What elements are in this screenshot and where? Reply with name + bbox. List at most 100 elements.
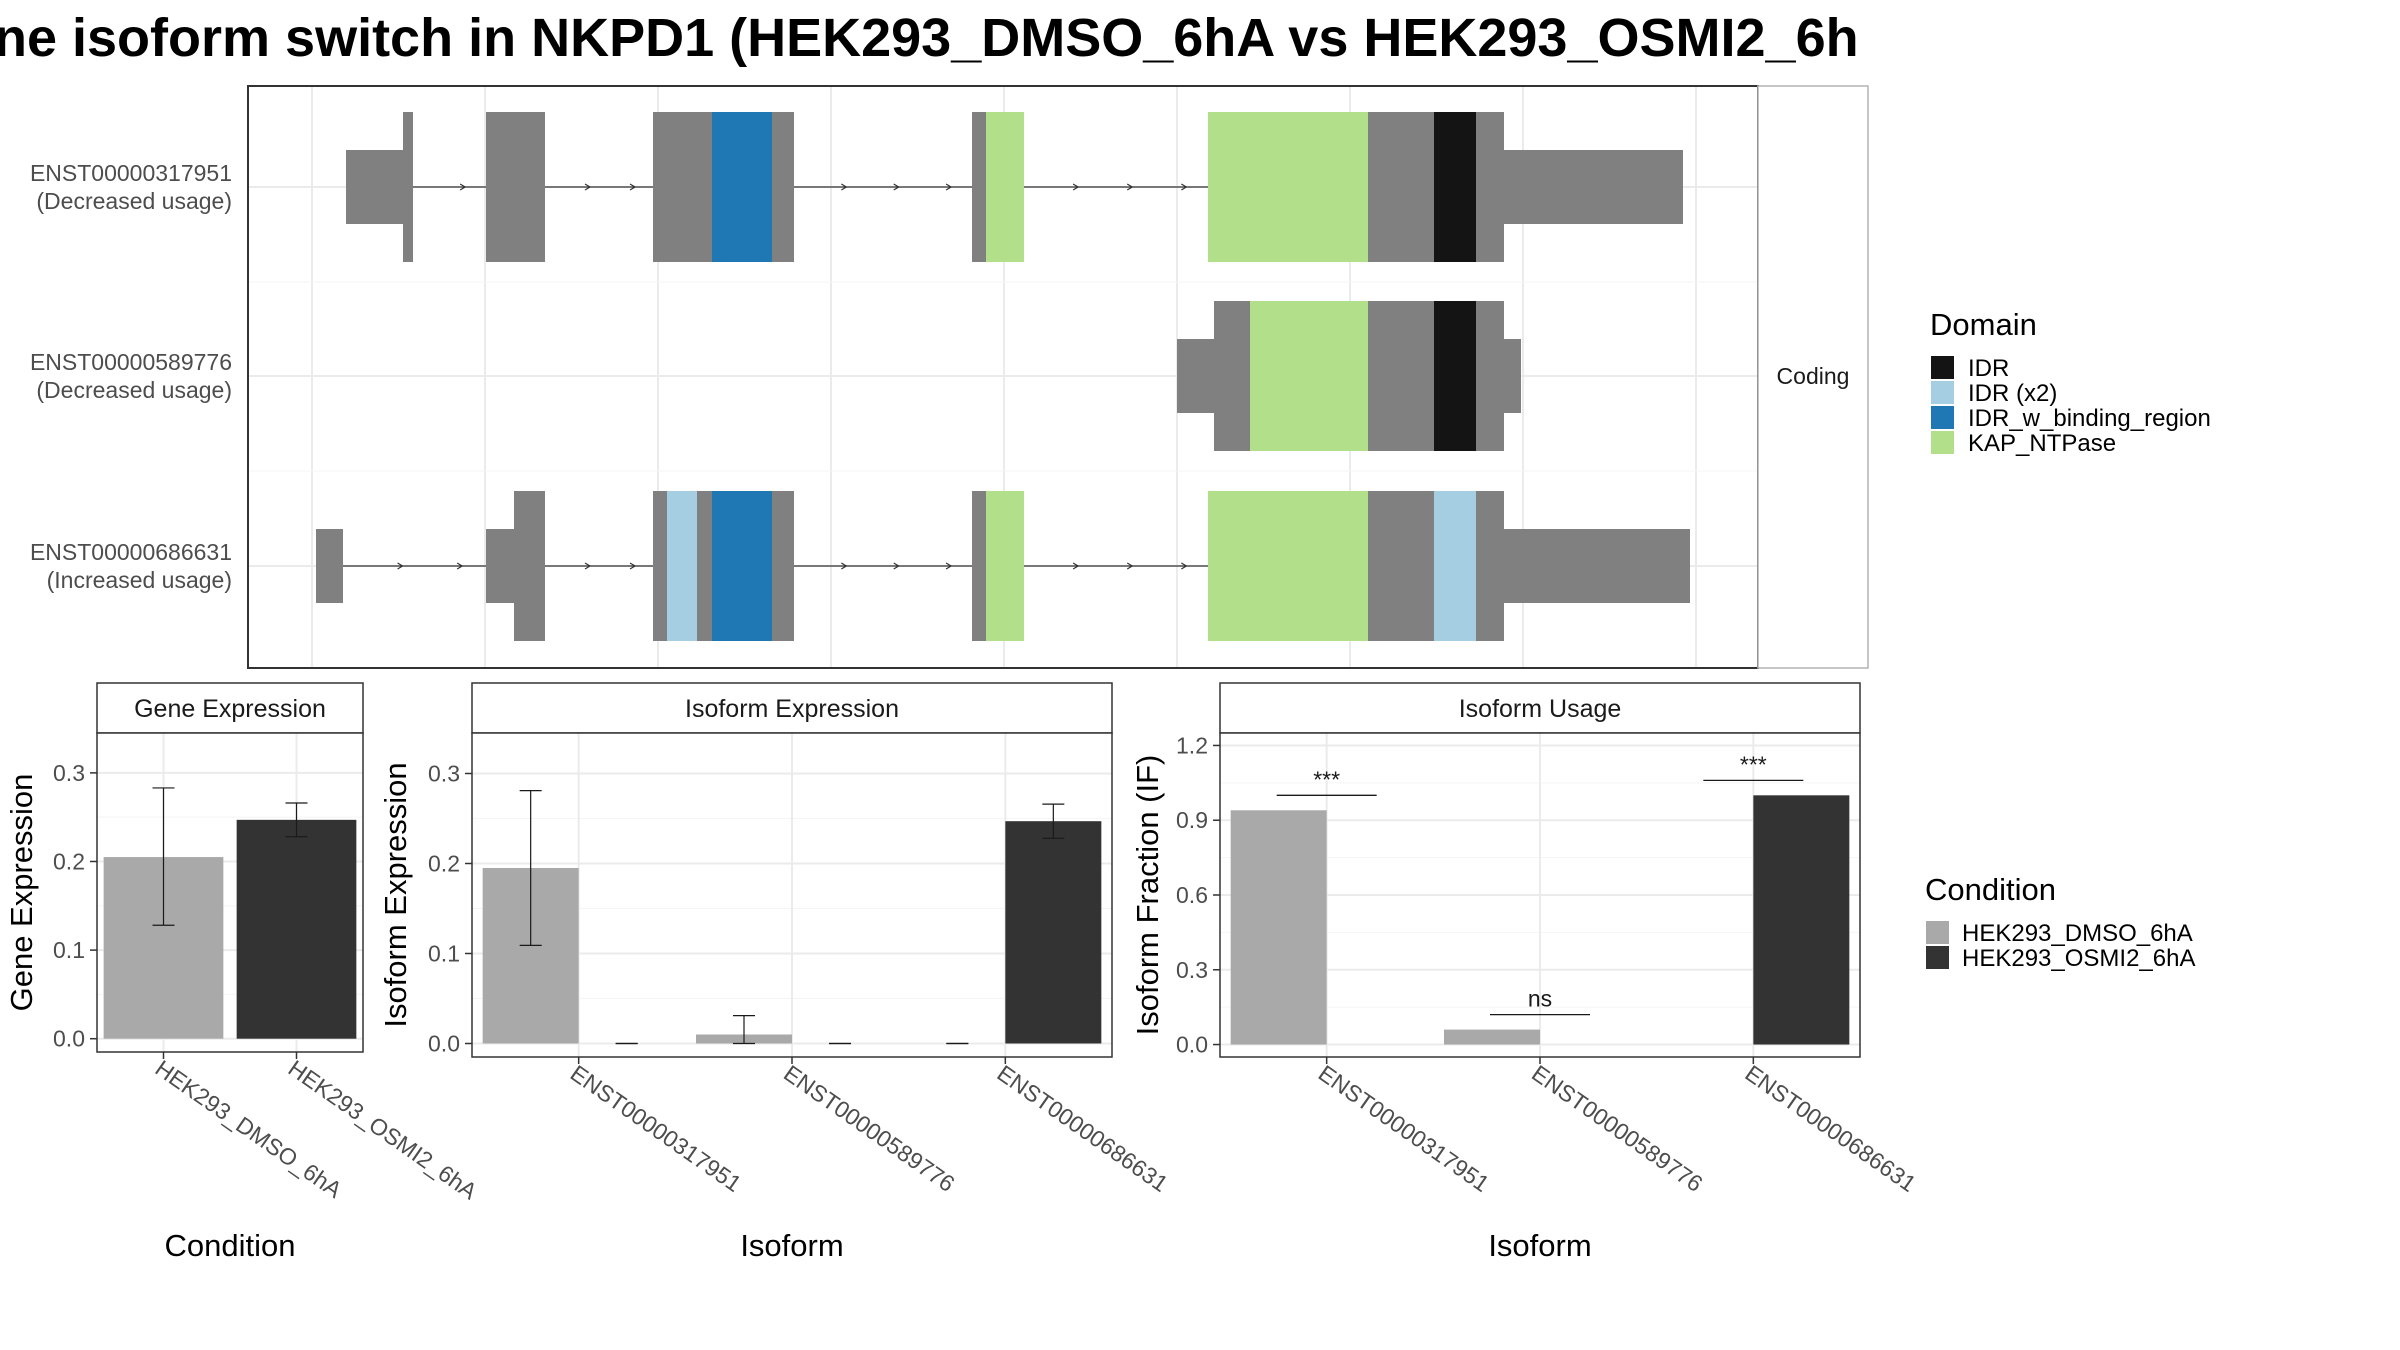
- transcript-status-label: (Decreased usage): [36, 188, 232, 214]
- y-tick-label: 0.2: [53, 848, 85, 874]
- intron-arrow: [1072, 183, 1080, 191]
- intron-arrow: [1072, 562, 1080, 570]
- x-tick-label: ENST00000317951: [1314, 1060, 1494, 1197]
- condition-legend-key: [1926, 946, 1949, 969]
- significance-label: ns: [1528, 986, 1552, 1012]
- exon-segment: [1208, 491, 1368, 641]
- domain-legend-label: IDR (x2): [1968, 380, 2057, 407]
- intron-arrow: [1181, 183, 1188, 191]
- significance-label: ***: [1740, 751, 1767, 777]
- exon-segment: [1434, 112, 1476, 262]
- domain-legend-title: Domain: [1930, 307, 2037, 342]
- structure-strip: [1757, 85, 1869, 669]
- y-tick-label: 0.3: [1176, 957, 1208, 983]
- intron-arrow: [841, 562, 848, 570]
- y-axis-title: Isoform Fraction (IF): [1130, 755, 1165, 1036]
- intron-arrow: [1181, 562, 1188, 570]
- exon-segment: [712, 491, 772, 641]
- data-bar: [1230, 810, 1327, 1045]
- y-tick-label: 0.0: [53, 1026, 85, 1052]
- x-tick-label: ENST00000589776: [1527, 1060, 1707, 1197]
- intron-arrow: [841, 183, 848, 191]
- transcript-id-label: ENST00000317951: [30, 160, 232, 186]
- data-bar: [1444, 1029, 1540, 1045]
- panel-strip: [96, 682, 364, 734]
- intron-arrow: [893, 183, 900, 191]
- exon-segment: [1368, 301, 1434, 451]
- exon-segment: [316, 529, 343, 603]
- condition-legend-label: HEK293_DMSO_6hA: [1962, 920, 2193, 947]
- intron-arrow: [945, 183, 953, 191]
- data-bar: [1005, 821, 1102, 1044]
- y-tick-label: 0.1: [428, 941, 460, 967]
- domain-legend-key: [1931, 406, 1954, 429]
- y-tick-label: 0.0: [1176, 1032, 1208, 1058]
- x-axis-title: Condition: [165, 1228, 296, 1263]
- transcript-status-label: (Decreased usage): [36, 377, 232, 403]
- y-tick-label: 0.6: [1176, 882, 1208, 908]
- exon-segment: [986, 491, 1024, 641]
- panel-strip-title: Gene Expression: [134, 695, 326, 723]
- intron-arrow: [893, 562, 900, 570]
- intron-arrow: [584, 562, 592, 570]
- data-bar: [236, 819, 357, 1039]
- exon-segment: [1434, 491, 1476, 641]
- exon-segment: [1504, 339, 1521, 413]
- intron-arrow: [629, 183, 637, 191]
- gene-expression-panel: Gene Expression0.00.10.20.3HEK293_DMSO_6…: [4, 682, 482, 1263]
- panel-strip-title: Isoform Expression: [685, 695, 899, 723]
- exon-segment: [346, 150, 410, 224]
- x-tick-label: ENST00000589776: [779, 1060, 959, 1197]
- exon-segment: [1177, 339, 1214, 413]
- domain-legend-key: [1931, 356, 1954, 379]
- y-tick-label: 0.0: [428, 1031, 460, 1057]
- panel-border: [1219, 732, 1861, 1058]
- condition-legend-key: [1926, 921, 1949, 944]
- exon-segment: [712, 112, 772, 262]
- y-axis-title: Gene Expression: [4, 774, 39, 1012]
- transcript-id-label: ENST00000589776: [30, 349, 232, 375]
- intron-arrow: [456, 562, 464, 570]
- exon-segment: [697, 491, 712, 641]
- exon-segment: [1476, 301, 1504, 451]
- domain-legend-key: [1931, 431, 1954, 454]
- x-tick-label: ENST00000317951: [566, 1060, 746, 1197]
- y-tick-label: 0.3: [428, 761, 460, 787]
- exon-segment: [1250, 301, 1368, 451]
- domain-legend-label: IDR: [1968, 355, 2009, 382]
- domain-legend-label: IDR_w_binding_region: [1968, 405, 2211, 432]
- panel-strip-title: Isoform Usage: [1459, 695, 1622, 723]
- exon-segment: [653, 112, 712, 262]
- exon-segment: [1476, 491, 1504, 641]
- exon-segment: [653, 491, 667, 641]
- panel-strip: [471, 682, 1113, 734]
- exon-segment: [667, 491, 697, 641]
- x-axis-title: Isoform: [1488, 1228, 1591, 1263]
- exon-segment: [486, 112, 545, 262]
- exon-segment: [1434, 301, 1476, 451]
- domain-legend-label: KAP_NTPase: [1968, 430, 2116, 457]
- intron-arrow: [1126, 562, 1134, 570]
- transcript-id-label: ENST00000686631: [30, 539, 232, 565]
- y-tick-label: 0.1: [53, 937, 85, 963]
- x-tick-label: ENST00000686631: [1740, 1060, 1920, 1197]
- panel-border: [96, 732, 364, 1053]
- isoform-usage-panel: Isoform Usage 0.0 0.3 0.6 0.9 1.2 ENST00000317…: [1130, 682, 1921, 1263]
- y-tick-label: 0.3: [53, 760, 85, 786]
- exon-segment: [1208, 112, 1368, 262]
- exon-segment: [772, 112, 794, 262]
- structure-strip-label: Coding: [1777, 363, 1850, 389]
- intron-arrow: [459, 183, 467, 191]
- exon-segment: [972, 112, 986, 262]
- y-axis-title: Isoform Expression: [378, 762, 413, 1027]
- intron-arrow: [397, 562, 404, 570]
- data-bar: [1753, 795, 1850, 1045]
- panel-border: [471, 732, 1113, 1058]
- intron-arrow: [1126, 183, 1134, 191]
- intron-arrow: [629, 562, 637, 570]
- exon-segment: [486, 529, 514, 603]
- y-tick-label: 0.9: [1176, 807, 1208, 833]
- intron-arrow: [584, 183, 592, 191]
